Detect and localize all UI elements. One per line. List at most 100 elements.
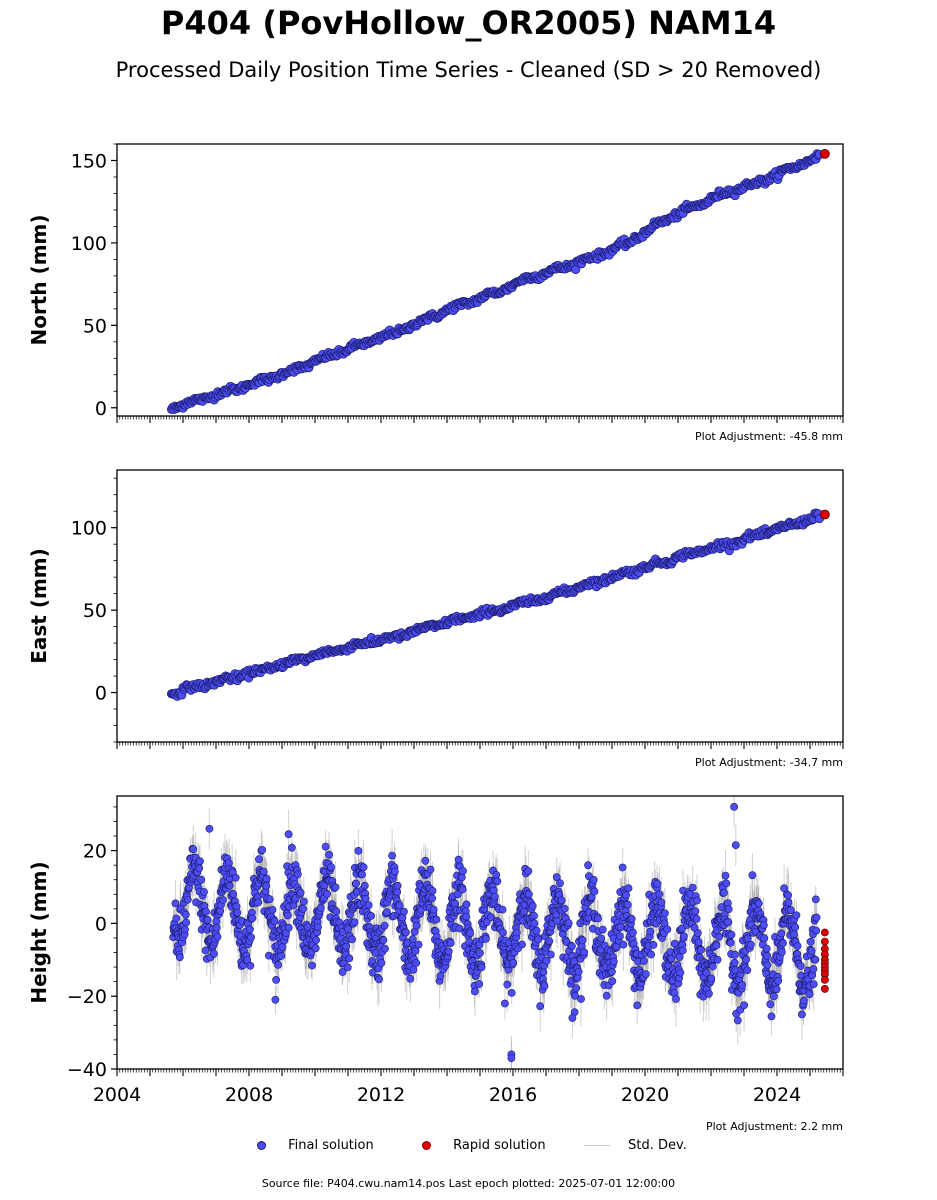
data-point-final	[557, 896, 566, 905]
data-point-final	[195, 864, 204, 873]
data-point-final	[629, 928, 637, 937]
data-point-final	[640, 957, 648, 965]
data-point-final	[412, 921, 421, 930]
data-point-final	[811, 895, 820, 904]
data-point-final	[730, 958, 739, 967]
data-point-final	[602, 991, 611, 1000]
data-point-final	[642, 970, 650, 978]
data-point-final	[172, 914, 181, 923]
data-point-final	[675, 953, 684, 961]
data-point-final	[388, 851, 396, 860]
data-point-final	[436, 972, 445, 980]
data-point-final	[203, 916, 212, 924]
data-point-final	[705, 989, 713, 998]
data-point-final	[540, 982, 549, 990]
data-point-final	[459, 867, 467, 875]
data-point-final	[784, 891, 792, 900]
data-point-final	[760, 921, 768, 929]
data-point-final	[615, 932, 624, 940]
data-point-final	[350, 918, 359, 927]
y-tick-label: 50	[83, 315, 107, 337]
data-point-final	[619, 940, 628, 949]
data-point-final	[343, 963, 352, 972]
data-point-final	[444, 947, 453, 956]
data-point-final	[532, 926, 541, 935]
data-point-final	[697, 946, 705, 954]
data-point-final	[792, 911, 801, 920]
data-point-final	[205, 824, 214, 833]
data-point-final	[760, 934, 769, 943]
data-point-final	[609, 957, 618, 966]
data-point-final	[233, 908, 242, 917]
data-point-final	[784, 898, 793, 907]
data-point-final	[530, 911, 538, 920]
data-point-rapid	[820, 928, 829, 937]
data-point-final	[678, 946, 687, 955]
data-point-final	[401, 928, 410, 937]
data-point-final	[299, 904, 307, 913]
y-tick-label: 100	[71, 233, 107, 255]
data-point-final	[774, 976, 783, 985]
data-point-final	[428, 894, 436, 903]
data-point-final	[530, 919, 539, 928]
data-point-final	[518, 940, 526, 949]
data-point-final	[708, 962, 717, 971]
data-point-final	[580, 948, 588, 957]
data-point-final	[379, 936, 388, 945]
data-point-final	[509, 959, 518, 967]
data-point-final	[616, 923, 625, 932]
data-point-final	[409, 965, 418, 974]
data-point-final	[219, 896, 227, 904]
data-point-rapid	[819, 148, 830, 159]
data-point-final	[283, 911, 292, 920]
data-point-final	[720, 888, 728, 897]
data-point-rapid	[819, 509, 830, 520]
data-point-final	[258, 846, 267, 854]
data-point-final	[712, 941, 721, 950]
data-point-final	[358, 870, 366, 879]
data-point-final	[731, 841, 740, 849]
data-point-final	[393, 881, 402, 890]
data-point-final	[542, 956, 551, 965]
data-point-final	[492, 871, 501, 879]
data-point-final	[299, 897, 308, 906]
data-point-final	[800, 996, 808, 1005]
data-point-final	[175, 953, 184, 962]
data-point-final	[458, 885, 467, 894]
data-point-final	[520, 907, 528, 916]
y-tick-label: 150	[71, 150, 107, 172]
data-point-final	[466, 929, 474, 937]
data-point-final	[406, 974, 415, 983]
data-point-final	[807, 947, 816, 955]
data-point-final	[623, 900, 632, 909]
data-point-final	[597, 934, 606, 943]
data-point-final	[524, 867, 533, 876]
data-point-final	[692, 915, 701, 923]
data-point-final	[493, 877, 502, 886]
data-point-final	[507, 1054, 516, 1062]
data-point-final	[197, 875, 206, 884]
data-point-final	[395, 901, 404, 910]
data-point-final	[743, 966, 752, 975]
data-point-final	[259, 867, 268, 876]
data-point-final	[564, 919, 573, 927]
data-point-final	[534, 935, 543, 944]
data-point-final	[694, 938, 703, 947]
data-point-final	[181, 925, 189, 934]
data-point-final	[762, 944, 771, 953]
data-point-final	[589, 876, 598, 884]
data-point-final	[429, 905, 438, 914]
data-point-final	[202, 907, 210, 916]
data-point-final	[713, 955, 722, 964]
data-point-final	[182, 918, 191, 927]
data-point-final	[556, 879, 564, 888]
data-point-final	[426, 865, 435, 874]
data-point-rapid	[820, 937, 829, 946]
data-point-final	[657, 898, 666, 907]
data-point-final	[553, 917, 562, 925]
data-point-final	[368, 957, 377, 965]
data-point-final	[287, 843, 296, 852]
data-point-final	[354, 847, 363, 855]
data-point-final	[688, 883, 697, 892]
data-point-final	[323, 890, 331, 898]
